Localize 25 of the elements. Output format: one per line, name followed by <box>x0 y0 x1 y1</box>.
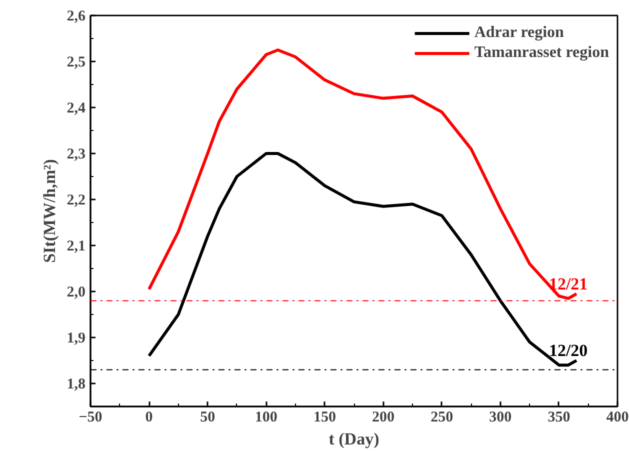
x-tick-label: 200 <box>372 410 395 426</box>
y-tick-label: 1,8 <box>66 376 86 392</box>
y-tick-label: 2,6 <box>66 8 86 24</box>
annotation: 12/20 <box>548 341 588 360</box>
y-tick-label: 2,2 <box>66 192 86 208</box>
x-tick-label: 400 <box>606 410 629 426</box>
y-tick-label: 2,3 <box>66 146 86 162</box>
annotation: 12/21 <box>548 274 588 294</box>
y-tick-label: 2,0 <box>66 284 86 300</box>
x-tick-label: 250 <box>430 410 454 426</box>
x-tick-label: 100 <box>254 410 278 426</box>
x-axis-title: t (Day) <box>328 430 380 448</box>
y-tick-label: 1,9 <box>66 330 86 346</box>
y-axis-title: SIt(MW/h,m²) <box>40 159 59 263</box>
legend-label: Tamanrasset region <box>474 44 609 62</box>
x-tick-label: 300 <box>489 410 512 426</box>
legend-label: Adrar region <box>474 24 564 42</box>
x-tick-label: 50 <box>200 410 216 426</box>
x-tick-label: 0 <box>145 410 153 426</box>
y-tick-label: 2,1 <box>66 238 86 254</box>
x-tick-label: 150 <box>313 410 336 426</box>
y-tick-label: 2,5 <box>66 54 86 70</box>
y-tick-label: 2,4 <box>66 100 86 116</box>
x-tick-label: −50 <box>78 410 102 426</box>
x-tick-label: 350 <box>548 410 570 426</box>
